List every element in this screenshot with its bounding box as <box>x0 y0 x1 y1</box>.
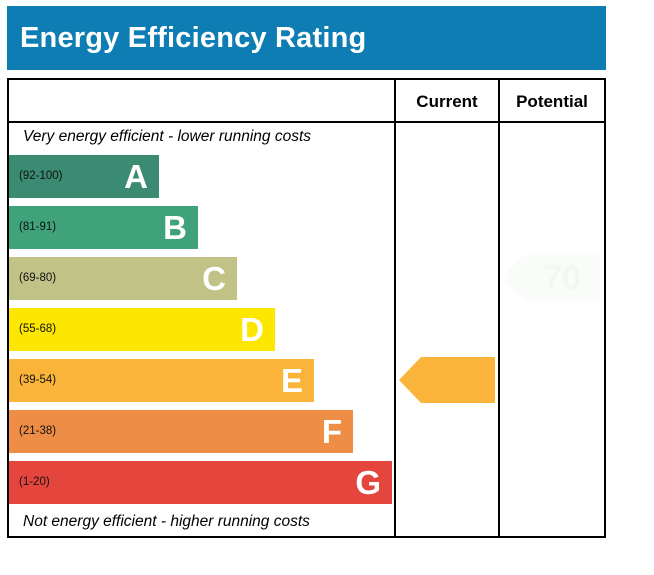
band-c: (69-80) C <box>9 257 237 300</box>
band-g: (1-20) G <box>9 461 392 504</box>
band-e: (39-54) E <box>9 359 314 402</box>
band-a-letter: A <box>124 158 148 195</box>
band-g-range: (1-20) <box>19 476 50 488</box>
band-d-range: (55-68) <box>19 323 57 335</box>
band-f-letter: F <box>321 413 342 450</box>
potential-column-header: Potential <box>516 92 588 111</box>
potential-rating-arrow: 70 <box>502 255 600 301</box>
current-column-header: Current <box>416 92 478 111</box>
band-a-range: (92-100) <box>19 170 63 182</box>
band-b-letter: B <box>163 209 187 246</box>
top-caption: Very energy efficient - lower running co… <box>23 128 312 145</box>
chart-title: Energy Efficiency Rating <box>7 6 606 70</box>
rating-panel: Current Potential Very energy efficient … <box>7 78 606 538</box>
current-rating-value <box>421 357 495 403</box>
potential-column-divider <box>498 80 500 536</box>
bottom-caption: Not energy efficient - higher running co… <box>23 513 310 530</box>
band-b-range: (81-91) <box>19 221 57 233</box>
band-c-range: (69-80) <box>19 272 57 284</box>
current-column-divider <box>394 80 396 536</box>
band-e-range: (39-54) <box>19 374 57 386</box>
band-d-letter: D <box>240 311 264 348</box>
band-d: (55-68) D <box>9 308 275 351</box>
band-g-letter: G <box>355 464 381 501</box>
band-a: (92-100) A <box>9 155 159 198</box>
band-f-range: (21-38) <box>19 425 57 437</box>
band-e-letter: E <box>280 362 303 399</box>
band-f: (21-38) F <box>9 410 353 453</box>
band-c-letter: C <box>202 260 226 297</box>
current-rating-arrow <box>399 357 495 403</box>
band-b: (81-91) B <box>9 206 198 249</box>
header-divider <box>9 121 604 123</box>
potential-rating-value: 70 <box>543 258 581 297</box>
